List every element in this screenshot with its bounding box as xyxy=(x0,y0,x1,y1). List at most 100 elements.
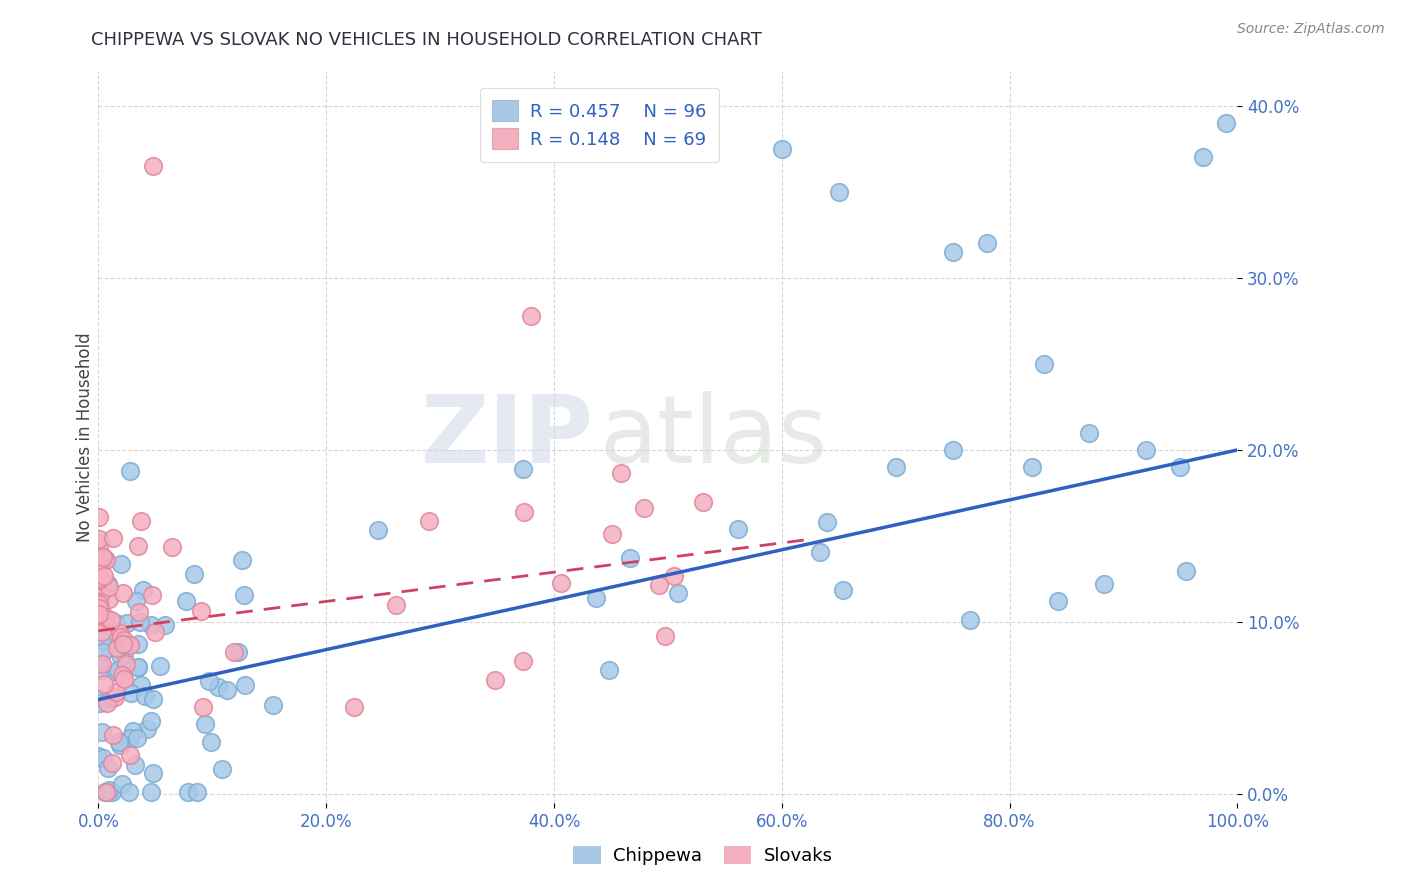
Point xyxy=(942,245,965,260)
Point xyxy=(142,159,165,173)
Point xyxy=(233,678,256,692)
Point xyxy=(132,583,155,598)
Point xyxy=(90,586,112,600)
Point xyxy=(598,663,620,677)
Point xyxy=(654,629,676,643)
Point xyxy=(110,630,132,644)
Point xyxy=(111,668,134,682)
Point xyxy=(90,624,112,639)
Point xyxy=(112,638,135,652)
Point xyxy=(770,142,793,156)
Point xyxy=(127,660,149,674)
Point xyxy=(129,615,152,629)
Point xyxy=(107,663,129,677)
Point xyxy=(89,571,111,585)
Point xyxy=(808,545,831,559)
Point xyxy=(134,689,156,703)
Point xyxy=(94,610,117,624)
Point xyxy=(817,515,839,529)
Point xyxy=(174,594,197,608)
Point xyxy=(831,582,853,597)
Point xyxy=(87,748,110,763)
Point xyxy=(112,637,135,651)
Point xyxy=(149,659,172,673)
Point xyxy=(367,524,389,538)
Point xyxy=(89,696,111,710)
Point xyxy=(1135,442,1157,457)
Point xyxy=(91,750,114,764)
Point xyxy=(177,785,200,799)
Point xyxy=(98,782,121,797)
Point xyxy=(89,536,111,550)
Point xyxy=(124,758,146,772)
Point xyxy=(91,724,114,739)
Point xyxy=(200,734,222,748)
Point xyxy=(118,638,141,652)
Point xyxy=(110,739,132,753)
Point xyxy=(550,576,572,591)
Point xyxy=(97,785,120,799)
Point xyxy=(127,660,149,674)
Point xyxy=(110,649,132,664)
Point xyxy=(118,731,141,746)
Point xyxy=(513,505,536,519)
Point xyxy=(104,616,127,631)
Point xyxy=(1170,460,1192,475)
Point xyxy=(139,785,162,799)
Point xyxy=(664,569,686,583)
Point xyxy=(231,553,253,567)
Point xyxy=(98,580,121,594)
Point xyxy=(87,532,110,546)
Point xyxy=(87,656,110,670)
Point xyxy=(96,761,118,775)
Point xyxy=(87,556,110,570)
Point xyxy=(142,765,165,780)
Point xyxy=(103,690,125,704)
Point xyxy=(1047,594,1070,608)
Point xyxy=(91,578,114,592)
Point xyxy=(600,527,623,541)
Point xyxy=(104,665,127,679)
Point xyxy=(108,626,131,640)
Point xyxy=(129,678,152,692)
Point xyxy=(828,185,851,199)
Point xyxy=(1078,425,1101,440)
Point xyxy=(1032,357,1054,371)
Point xyxy=(959,613,981,627)
Point xyxy=(117,785,139,799)
Point xyxy=(211,763,233,777)
Point xyxy=(385,598,408,612)
Point xyxy=(111,777,134,791)
Point xyxy=(520,309,543,323)
Point xyxy=(648,578,671,592)
Point xyxy=(1174,564,1197,578)
Text: atlas: atlas xyxy=(599,391,828,483)
Point xyxy=(89,596,111,610)
Legend: Chippewa, Slovaks: Chippewa, Slovaks xyxy=(567,838,839,872)
Point xyxy=(110,558,132,572)
Point xyxy=(884,460,907,475)
Point xyxy=(125,731,148,745)
Point xyxy=(121,724,143,739)
Point xyxy=(108,735,131,749)
Point xyxy=(89,549,111,564)
Point xyxy=(190,604,212,618)
Point xyxy=(98,640,121,655)
Legend: R = 0.457    N = 96, R = 0.148    N = 69: R = 0.457 N = 96, R = 0.148 N = 69 xyxy=(479,87,720,162)
Point xyxy=(484,673,506,687)
Point xyxy=(183,567,205,582)
Text: ZIP: ZIP xyxy=(420,391,593,483)
Point xyxy=(87,597,110,611)
Point xyxy=(692,494,714,508)
Point xyxy=(418,514,440,528)
Point xyxy=(90,632,112,647)
Point xyxy=(94,553,117,567)
Point xyxy=(111,585,134,599)
Point xyxy=(609,466,631,480)
Point xyxy=(93,568,115,582)
Point xyxy=(619,551,641,566)
Point xyxy=(155,617,177,632)
Point xyxy=(115,657,138,672)
Point xyxy=(101,756,124,770)
Point xyxy=(100,614,122,628)
